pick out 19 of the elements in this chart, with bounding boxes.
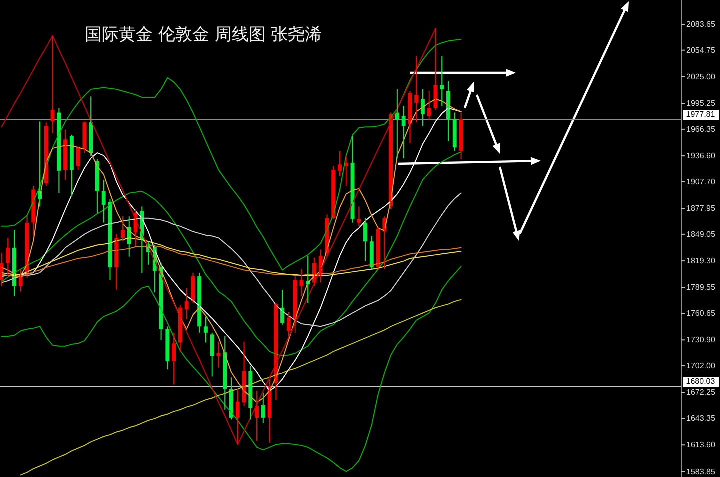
y-tick-label: 2054.75 [686,46,716,55]
y-tick-label: 1936.60 [686,152,716,161]
y-tick-label: 1966.35 [686,124,716,134]
y-tick-label: 2083.65 [686,20,716,29]
y-tick-label: 1760.65 [686,309,716,318]
y-tick-label: 1995.25 [686,99,716,108]
y-tick-label: 1672.25 [686,388,716,398]
y-tick-label: 1819.30 [686,256,716,266]
y-tick-label: 1849.05 [686,230,716,239]
y-tick-label: 1613.60 [686,440,716,450]
y-tick-label: 1730.90 [686,336,716,345]
y-tick-label: 1583.85 [686,467,716,476]
y-tick-label: 1907.70 [686,177,716,186]
y-tick-label: 1643.35 [686,414,716,424]
y-tick-label: 1877.95 [686,204,716,214]
y-tick-label: 1789.55 [686,283,716,292]
y-tick-label: 2025.00 [686,72,716,82]
title: 国际黄金 伦敦金 周线图 张尧浠 [85,25,322,45]
y-tick-label: 1702.00 [686,362,716,371]
